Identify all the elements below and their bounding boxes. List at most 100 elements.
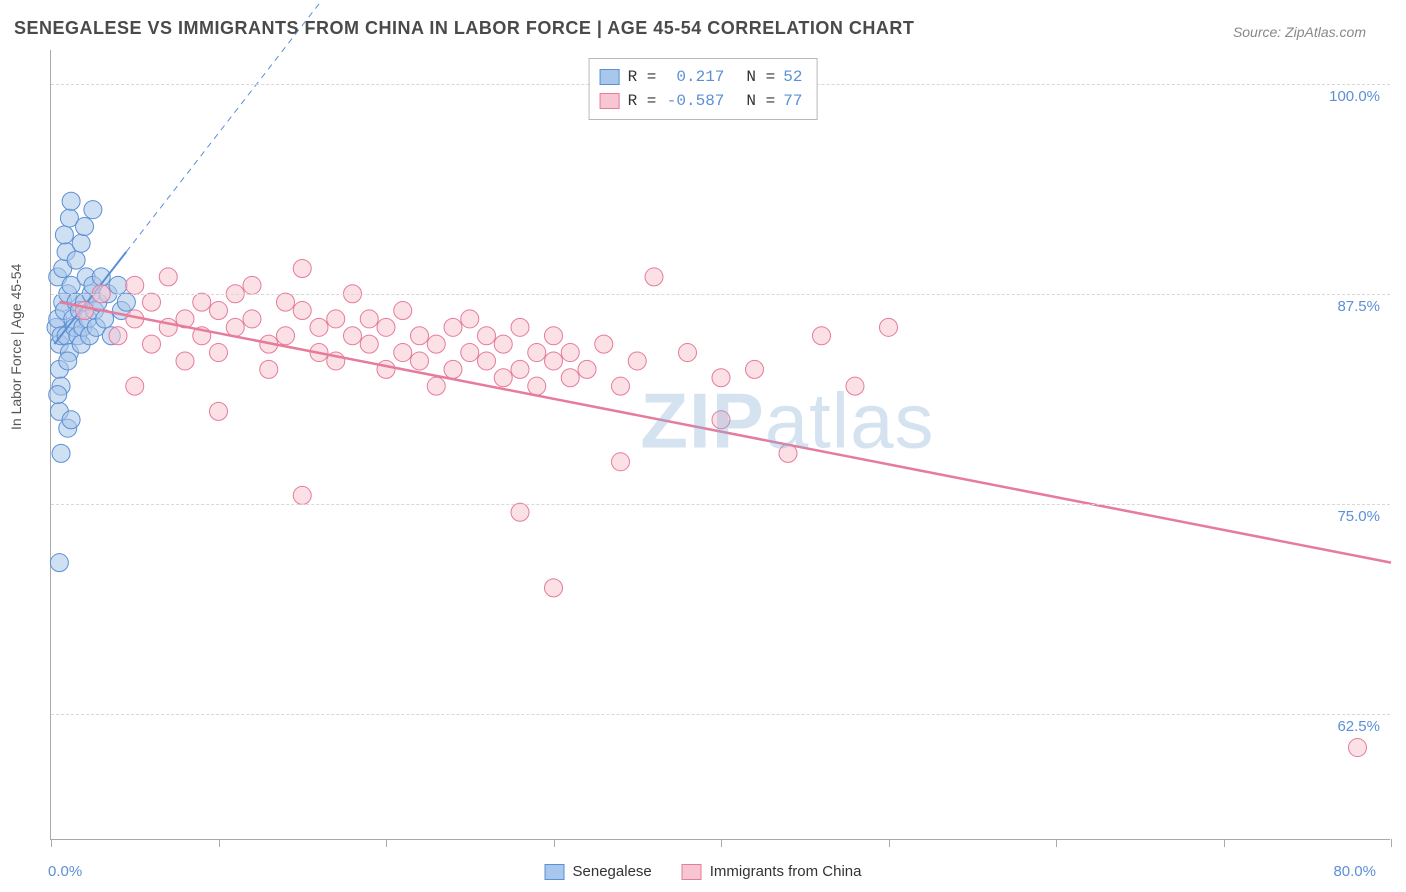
scatter-point bbox=[377, 318, 395, 336]
legend-swatch bbox=[600, 93, 620, 109]
scatter-point bbox=[360, 310, 378, 328]
n-label: N = bbox=[746, 89, 775, 113]
scatter-point bbox=[813, 327, 831, 345]
x-tick bbox=[889, 839, 890, 847]
scatter-point bbox=[243, 276, 261, 294]
scatter-point bbox=[528, 344, 546, 362]
n-label: N = bbox=[746, 65, 775, 89]
scatter-point bbox=[461, 344, 479, 362]
y-tick-label: 100.0% bbox=[1329, 88, 1380, 105]
scatter-point bbox=[1349, 739, 1367, 757]
scatter-point bbox=[243, 310, 261, 328]
source-attribution: Source: ZipAtlas.com bbox=[1233, 24, 1366, 40]
x-tick bbox=[51, 839, 52, 847]
scatter-point bbox=[126, 377, 144, 395]
y-tick-label: 62.5% bbox=[1337, 718, 1380, 735]
scatter-point bbox=[344, 327, 362, 345]
x-tick bbox=[721, 839, 722, 847]
n-value: 77 bbox=[783, 89, 802, 113]
scatter-point bbox=[427, 377, 445, 395]
scatter-point bbox=[746, 360, 764, 378]
scatter-point bbox=[59, 352, 77, 370]
scatter-point bbox=[427, 335, 445, 353]
plot-svg bbox=[51, 50, 1390, 839]
scatter-point bbox=[193, 293, 211, 311]
scatter-point bbox=[159, 268, 177, 286]
scatter-point bbox=[377, 360, 395, 378]
legend-swatch bbox=[600, 69, 620, 85]
scatter-point bbox=[679, 344, 697, 362]
scatter-point bbox=[62, 192, 80, 210]
y-tick-label: 75.0% bbox=[1337, 508, 1380, 525]
scatter-point bbox=[62, 411, 80, 429]
scatter-point bbox=[84, 201, 102, 219]
scatter-point bbox=[117, 293, 135, 311]
scatter-point bbox=[545, 352, 563, 370]
x-tick bbox=[219, 839, 220, 847]
scatter-point bbox=[712, 369, 730, 387]
x-tick bbox=[386, 839, 387, 847]
x-tick bbox=[554, 839, 555, 847]
legend-series-item: Senegalese bbox=[545, 863, 652, 880]
legend-swatch bbox=[545, 864, 565, 880]
scatter-point bbox=[210, 302, 228, 320]
scatter-point bbox=[143, 293, 161, 311]
scatter-point bbox=[277, 327, 295, 345]
scatter-point bbox=[52, 444, 70, 462]
source-name: ZipAtlas.com bbox=[1285, 24, 1366, 40]
scatter-point bbox=[645, 268, 663, 286]
scatter-point bbox=[478, 352, 496, 370]
scatter-point bbox=[511, 503, 529, 521]
scatter-point bbox=[76, 217, 94, 235]
scatter-point bbox=[72, 234, 90, 252]
scatter-point bbox=[444, 318, 462, 336]
y-tick-label: 87.5% bbox=[1337, 298, 1380, 315]
scatter-point bbox=[293, 302, 311, 320]
scatter-point bbox=[260, 360, 278, 378]
legend-swatch bbox=[682, 864, 702, 880]
scatter-point bbox=[545, 327, 563, 345]
source-prefix: Source: bbox=[1233, 24, 1285, 40]
scatter-point bbox=[394, 344, 412, 362]
x-tick bbox=[1391, 839, 1392, 847]
x-axis-max-label: 80.0% bbox=[1333, 863, 1376, 880]
scatter-point bbox=[494, 335, 512, 353]
legend-stats-row: R =0.217N =52 bbox=[600, 65, 803, 89]
scatter-point bbox=[67, 251, 85, 269]
scatter-point bbox=[595, 335, 613, 353]
chart-title: SENEGALESE VS IMMIGRANTS FROM CHINA IN L… bbox=[14, 18, 914, 39]
chart-container: SENEGALESE VS IMMIGRANTS FROM CHINA IN L… bbox=[0, 0, 1406, 892]
scatter-point bbox=[528, 377, 546, 395]
scatter-point bbox=[76, 302, 94, 320]
scatter-point bbox=[327, 310, 345, 328]
scatter-point bbox=[49, 386, 67, 404]
scatter-point bbox=[561, 369, 579, 387]
scatter-point bbox=[561, 344, 579, 362]
scatter-point bbox=[712, 411, 730, 429]
scatter-point bbox=[143, 335, 161, 353]
scatter-point bbox=[612, 377, 630, 395]
scatter-point bbox=[109, 327, 127, 345]
scatter-point bbox=[310, 318, 328, 336]
scatter-point bbox=[176, 352, 194, 370]
scatter-point bbox=[210, 402, 228, 420]
scatter-point bbox=[494, 369, 512, 387]
scatter-point bbox=[612, 453, 630, 471]
x-axis-min-label: 0.0% bbox=[48, 863, 82, 880]
r-value: 0.217 bbox=[664, 65, 724, 89]
y-axis-label: In Labor Force | Age 45-54 bbox=[8, 264, 24, 430]
scatter-point bbox=[55, 226, 73, 244]
scatter-point bbox=[628, 352, 646, 370]
gridline-h bbox=[51, 504, 1390, 505]
scatter-point bbox=[50, 554, 68, 572]
legend-series-name: Senegalese bbox=[573, 863, 652, 880]
scatter-point bbox=[394, 302, 412, 320]
legend-series-item: Immigrants from China bbox=[682, 863, 862, 880]
scatter-point bbox=[578, 360, 596, 378]
r-value: -0.587 bbox=[664, 89, 724, 113]
scatter-point bbox=[461, 310, 479, 328]
scatter-point bbox=[293, 486, 311, 504]
scatter-point bbox=[210, 344, 228, 362]
scatter-point bbox=[360, 335, 378, 353]
scatter-point bbox=[126, 276, 144, 294]
